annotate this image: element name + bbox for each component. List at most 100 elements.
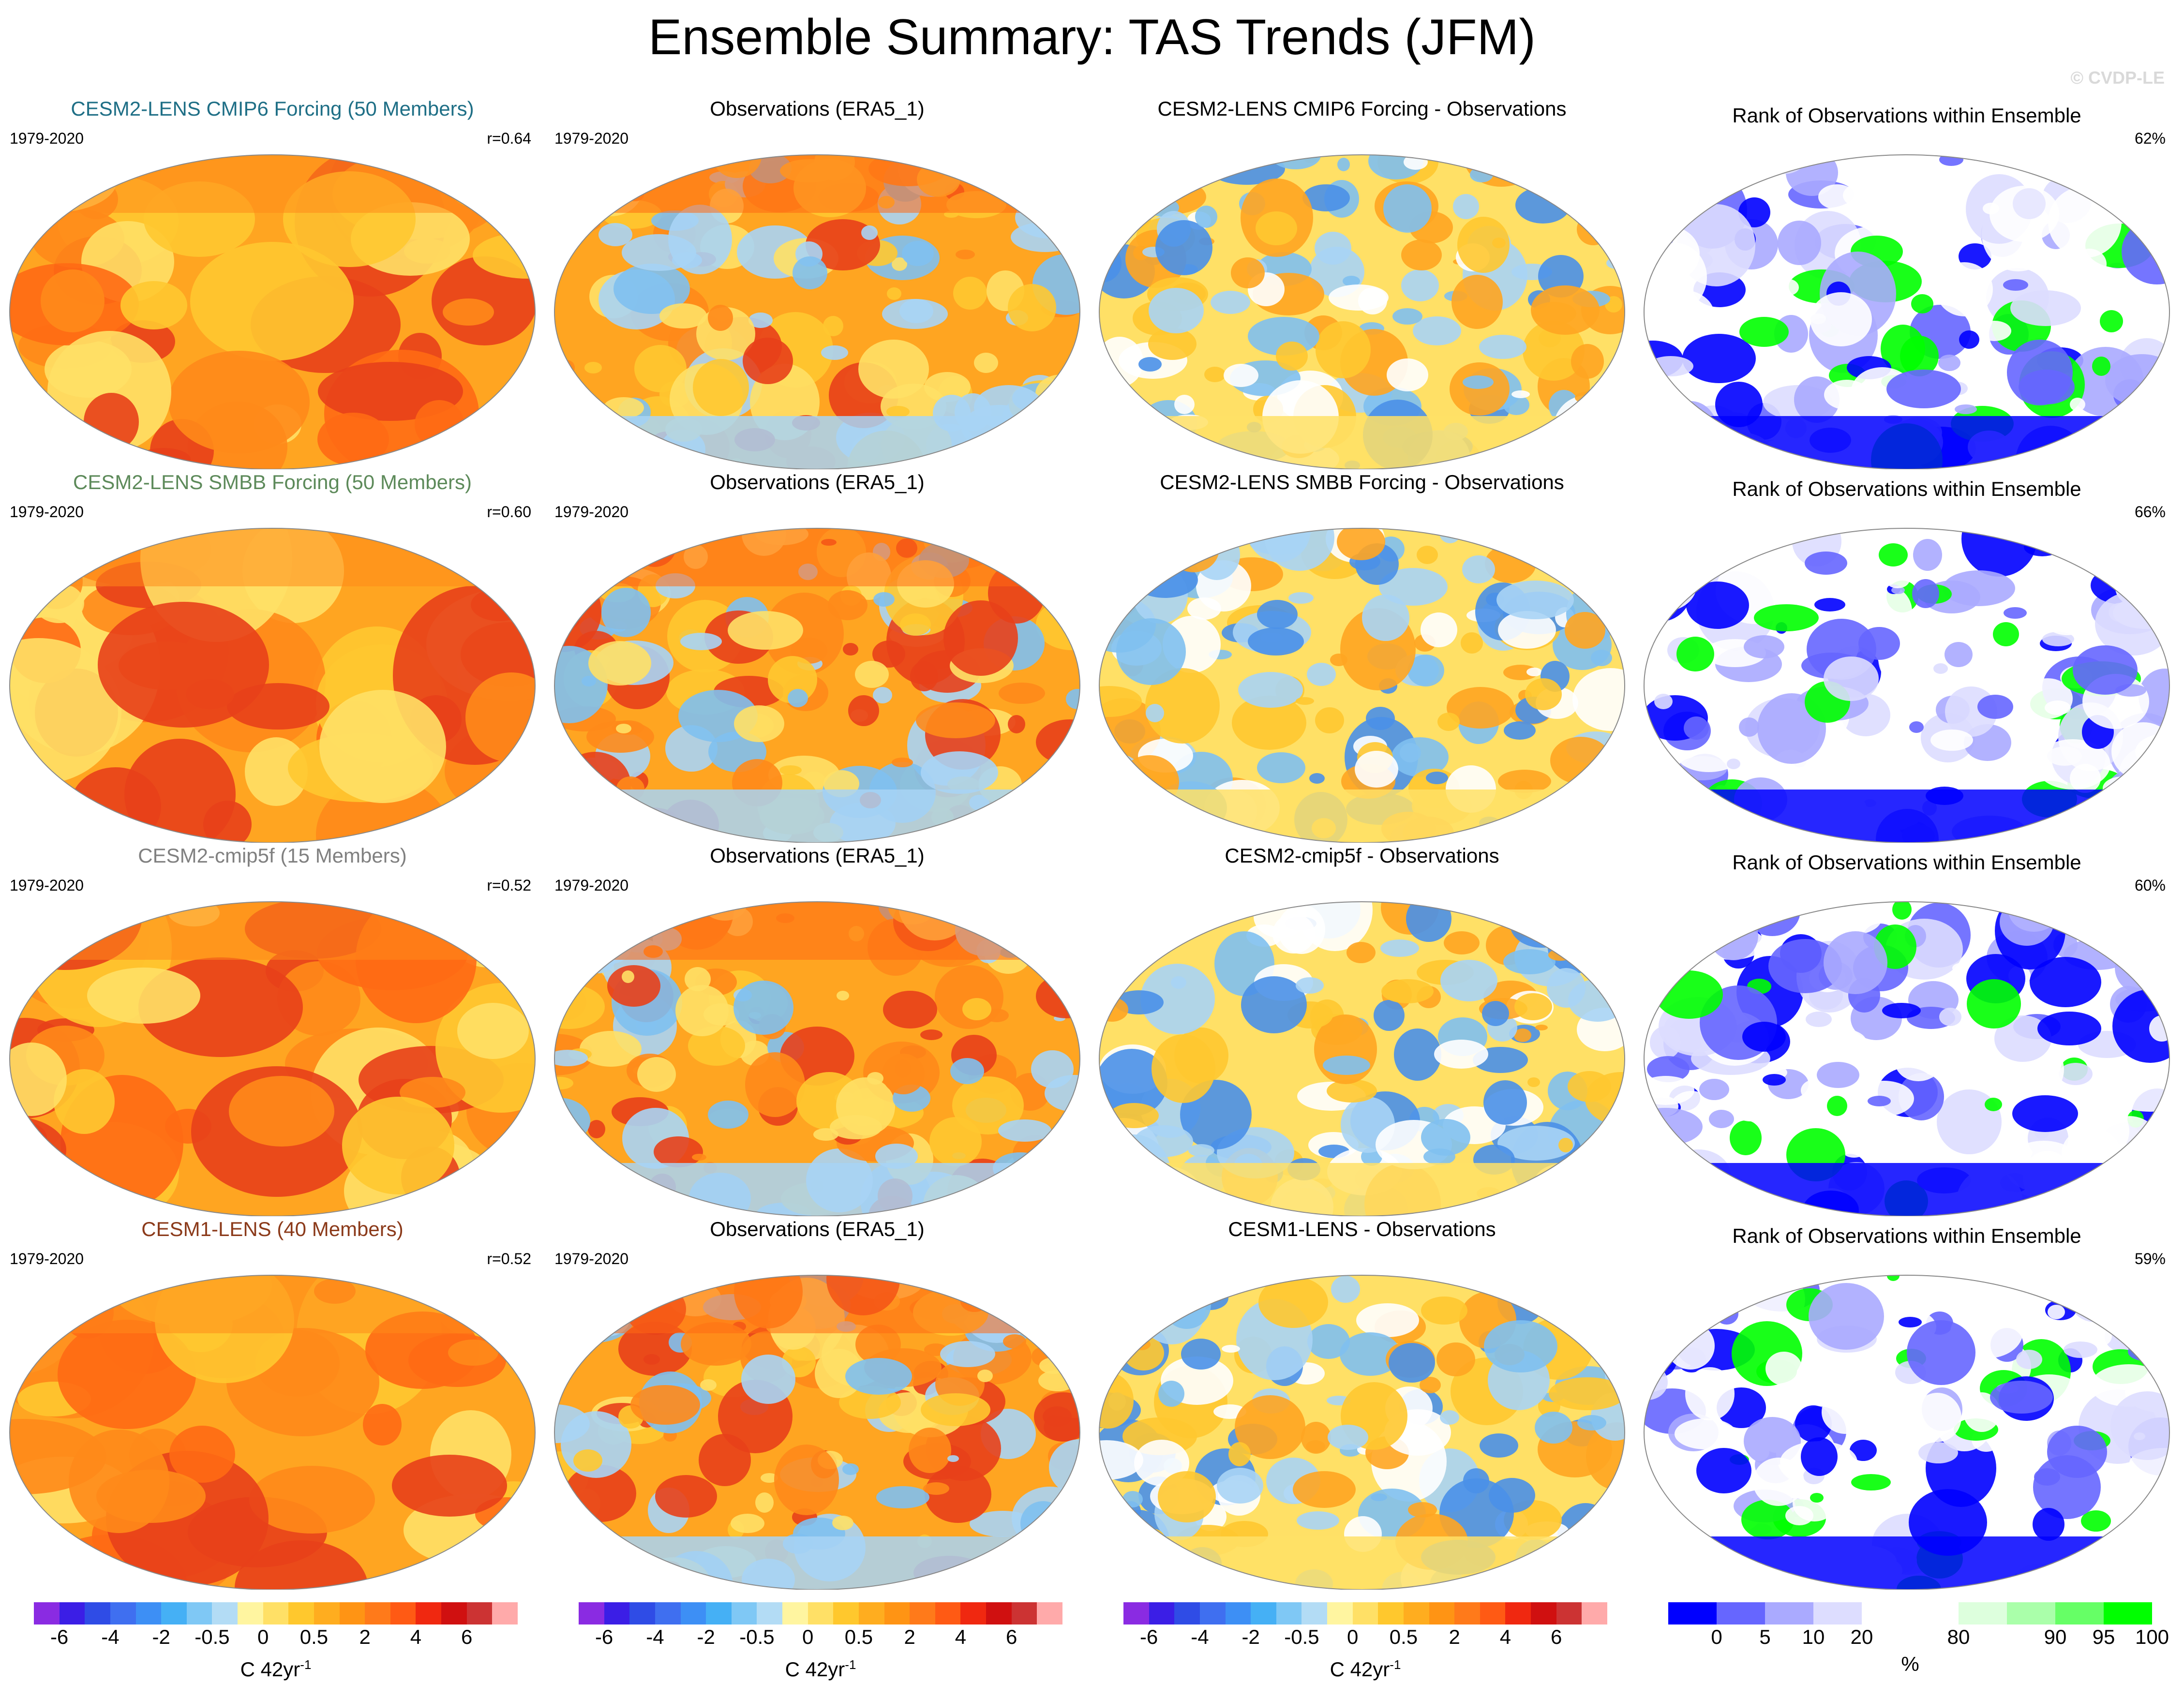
colorbar-swatch xyxy=(1910,1602,1959,1624)
unit-exponent: -1 xyxy=(300,1657,312,1672)
panel-model-row-4: CESM1-LENS (40 Members) 1979-2020 r=0.52 xyxy=(0,1217,545,1590)
map-outline xyxy=(1099,1275,1625,1590)
colorbar-unit: C 42yr-1 xyxy=(34,1657,518,1681)
map-outline xyxy=(1644,154,2170,469)
obs-map-row-1 xyxy=(554,154,1080,469)
colorbar-swatch xyxy=(2104,1602,2152,1624)
rank-percent: 60% xyxy=(2134,877,2166,894)
colorbar-tick-label: -4 xyxy=(101,1625,120,1648)
colorbar-swatch xyxy=(1378,1602,1404,1624)
colorbar-swatch xyxy=(935,1602,961,1624)
panel-diff-row-1: CESM2-LENS CMIP6 Forcing - Observations xyxy=(1090,97,1634,469)
colorbar-swatch xyxy=(706,1602,732,1624)
colorbar-tick-label: 2 xyxy=(359,1625,371,1648)
map-outline xyxy=(554,901,1080,1216)
colorbar-tick-label: -0.5 xyxy=(194,1625,230,1648)
colorbar-tick-label: -2 xyxy=(697,1625,715,1648)
years-label: 1979-2020 xyxy=(10,130,84,147)
map-field xyxy=(554,528,1080,843)
map-field xyxy=(10,902,535,1216)
model-title-row-2: CESM2-LENS SMBB Forcing (50 Members) xyxy=(73,471,472,493)
colorbar-swatch xyxy=(314,1602,340,1624)
map-field xyxy=(1644,528,2169,843)
colorbar-unit: % xyxy=(1668,1653,2152,1676)
colorbar-swatch xyxy=(466,1602,493,1624)
colorbar-swatch xyxy=(910,1602,935,1624)
obs-map-row-3 xyxy=(554,901,1080,1216)
panel-rank-row-4: Rank of Observations within Ensemble 59% xyxy=(1634,1217,2179,1590)
colorbar-swatch xyxy=(1276,1602,1302,1624)
colorbar-swatch xyxy=(212,1602,238,1624)
watermark: © CVDP-LE xyxy=(2070,68,2165,88)
diff-title-row-2: CESM2-LENS SMBB Forcing - Observations xyxy=(1160,471,1564,493)
unit-text: C 42yr xyxy=(785,1658,845,1681)
panel-rank-row-1: Rank of Observations within Ensemble 62% xyxy=(1634,97,2179,469)
main-title: Ensemble Summary: TAS Trends (JFM) xyxy=(648,9,1536,65)
colorbar-unit: C 42yr-1 xyxy=(579,1657,1062,1681)
obs-title-row-3: Observations (ERA5_1) xyxy=(710,844,925,867)
map-outline xyxy=(554,1275,1080,1590)
colorbar-swatch xyxy=(1251,1602,1276,1624)
panel-model-row-1: CESM2-LENS CMIP6 Forcing (50 Members) 19… xyxy=(0,97,545,469)
colorbar-tick-label: 20 xyxy=(1850,1625,1873,1648)
colorbar-swatch xyxy=(782,1602,808,1624)
colorbar-swatch xyxy=(1149,1602,1175,1624)
unit-text: C 42yr xyxy=(1330,1658,1390,1681)
colorbar-swatch xyxy=(2055,1602,2104,1624)
colorbar-swatch xyxy=(135,1602,162,1624)
map-field xyxy=(554,1275,1080,1590)
colorbar-swatch xyxy=(161,1602,187,1624)
map-outline xyxy=(1099,528,1625,843)
map-field xyxy=(10,1275,535,1590)
colorbar-swatch xyxy=(1174,1602,1200,1624)
diff-map-row-1 xyxy=(1099,154,1625,469)
panel-diff-row-3: CESM2-cmip5f - Observations xyxy=(1090,844,1634,1216)
colorbar-swatch xyxy=(1301,1602,1327,1624)
colorbar-swatch xyxy=(1037,1602,1062,1624)
colorbar-swatch xyxy=(858,1602,884,1624)
map-field xyxy=(1099,155,1625,469)
years-label: 1979-2020 xyxy=(10,877,84,894)
colorbar-swatch xyxy=(238,1602,263,1624)
colorbar-tick-label: -6 xyxy=(50,1625,69,1648)
colorbar-swatch xyxy=(339,1602,365,1624)
pattern-correlation: r=0.52 xyxy=(487,1250,531,1267)
colorbar-swatch xyxy=(1582,1602,1607,1624)
diff-title-row-4: CESM1-LENS - Observations xyxy=(1228,1218,1496,1240)
model-title-row-4: CESM1-LENS (40 Members) xyxy=(141,1218,404,1240)
years-label: 1979-2020 xyxy=(554,130,629,147)
unit-exponent: -1 xyxy=(845,1657,856,1672)
map-outline xyxy=(554,528,1080,843)
colorbar-obs: C 42yr-1 -6 -4 -2 -0.5 0 0.5 2 4 6 xyxy=(579,1602,1062,1699)
colorbar-tick-label: -0.5 xyxy=(1284,1625,1319,1648)
colorbar-swatch xyxy=(492,1602,518,1624)
panel-obs-row-2: Observations (ERA5_1) 1979-2020 xyxy=(545,470,1090,843)
colorbar-swatch xyxy=(731,1602,757,1624)
colorbar-tick-label: 90 xyxy=(2044,1625,2067,1648)
map-outline xyxy=(1644,528,2170,843)
map-outline xyxy=(1644,1275,2170,1590)
colorbar-tick-label: 0.5 xyxy=(1389,1625,1418,1648)
years-label: 1979-2020 xyxy=(554,503,629,521)
colorbar-swatch xyxy=(1429,1602,1455,1624)
colorbar-swatch xyxy=(1403,1602,1429,1624)
colorbar-strip xyxy=(579,1602,1062,1624)
colorbar-tick-label: -2 xyxy=(1242,1625,1260,1648)
colorbar-swatch xyxy=(186,1602,212,1624)
colorbar-tick-label: 4 xyxy=(955,1625,967,1648)
panel-diff-row-4: CESM1-LENS - Observations xyxy=(1090,1217,1634,1590)
colorbar-swatch xyxy=(1556,1602,1582,1624)
years-label: 1979-2020 xyxy=(554,877,629,894)
colorbar-tick-label: 0.5 xyxy=(844,1625,873,1648)
panel-rank-row-3: Rank of Observations within Ensemble 60% xyxy=(1634,844,2179,1216)
map-field xyxy=(1099,1275,1625,1590)
colorbar-swatch xyxy=(1225,1602,1251,1624)
colorbar-swatch xyxy=(960,1602,986,1624)
model-map-row-3 xyxy=(9,901,536,1216)
model-title-row-1: CESM2-LENS CMIP6 Forcing (50 Members) xyxy=(71,97,474,120)
map-field xyxy=(554,155,1080,469)
colorbar-swatch xyxy=(579,1602,604,1624)
rank-map-row-3 xyxy=(1644,901,2170,1216)
colorbar-swatch xyxy=(833,1602,859,1624)
colorbar-swatch xyxy=(441,1602,467,1624)
